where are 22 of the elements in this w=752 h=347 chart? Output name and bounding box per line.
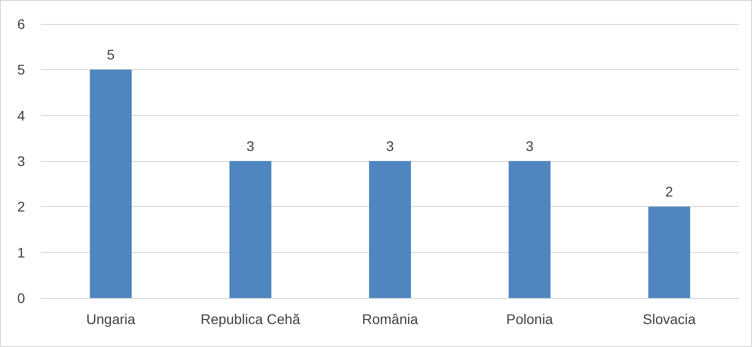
x-tick-label: Republica Cehă bbox=[200, 311, 300, 327]
bar bbox=[369, 161, 411, 298]
y-tick-label: 4 bbox=[17, 107, 26, 124]
bar bbox=[229, 161, 272, 298]
bar bbox=[508, 161, 551, 298]
y-tick-label: 0 bbox=[17, 290, 26, 306]
bar bbox=[648, 206, 690, 298]
y-tick-label: 1 bbox=[17, 244, 26, 260]
x-tick-label: Polonia bbox=[506, 311, 554, 327]
x-tick-label: România bbox=[362, 311, 418, 327]
data-label: 5 bbox=[106, 46, 115, 63]
x-tick-label: Ungaria bbox=[86, 311, 136, 327]
data-label: 3 bbox=[526, 138, 534, 154]
y-tick-label: 6 bbox=[17, 16, 26, 32]
data-label: 2 bbox=[665, 184, 674, 200]
x-tick-label: Slovacia bbox=[642, 311, 696, 327]
bar bbox=[90, 70, 132, 298]
y-tick-label: 3 bbox=[17, 153, 26, 169]
data-label: 3 bbox=[386, 138, 394, 154]
y-tick-label: 2 bbox=[17, 198, 26, 215]
data-label: 3 bbox=[246, 138, 254, 154]
y-tick-label: 5 bbox=[17, 62, 26, 78]
